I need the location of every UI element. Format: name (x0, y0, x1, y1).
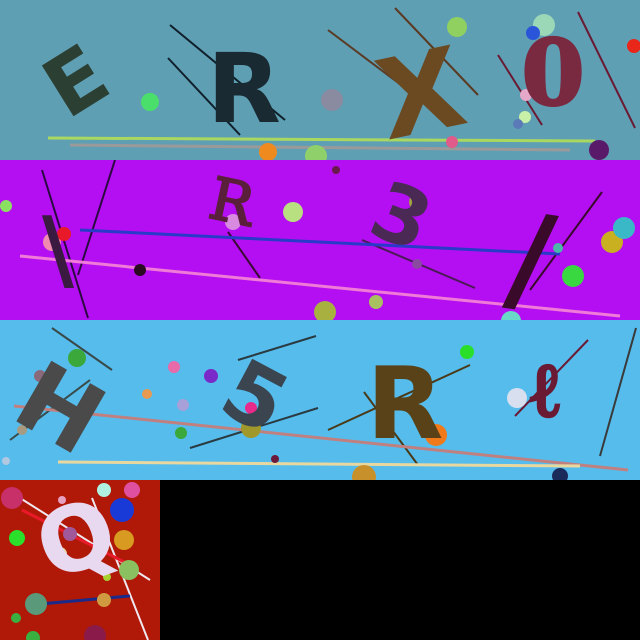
captcha-character: R (207, 33, 281, 145)
captcha-panel-1: E R X 0 (0, 0, 640, 160)
captcha-panel-2: \ R 3 / (0, 160, 640, 320)
captcha-character: R (366, 345, 443, 462)
empty-canvas-area (160, 480, 640, 640)
panel-3-background (0, 320, 640, 480)
captcha-character: ℓ (527, 345, 563, 434)
captcha-character: \ (42, 198, 75, 301)
captcha-panel-4: Q (0, 480, 160, 640)
captcha-character: 0 (522, 20, 585, 126)
captcha-panel-3: H 5 R ℓ (0, 320, 640, 480)
